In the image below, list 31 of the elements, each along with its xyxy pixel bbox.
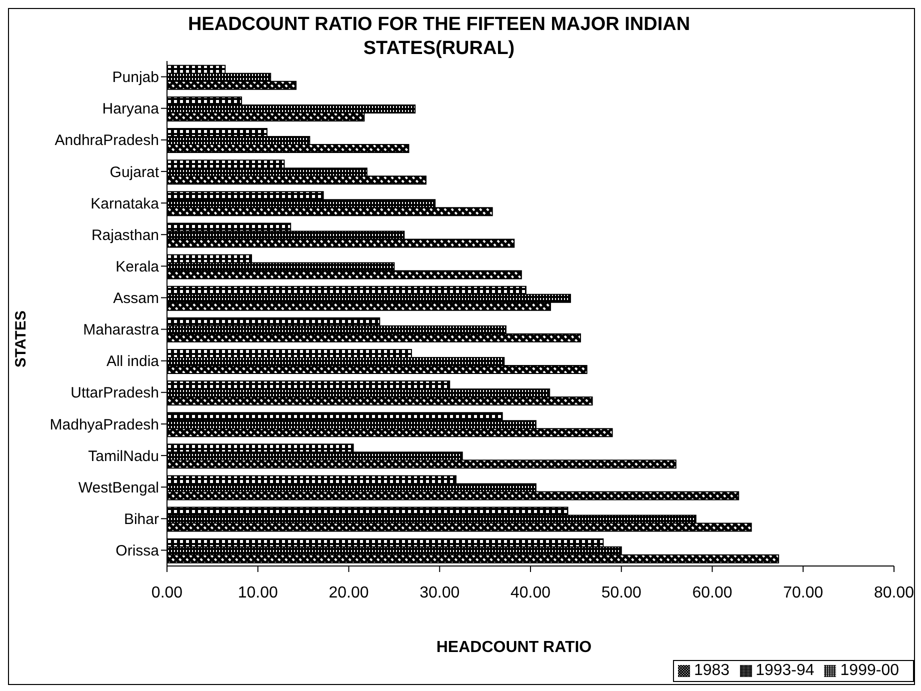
y-tick-label: Bihar	[124, 510, 159, 528]
y-tick-label: TamilNadu	[88, 448, 159, 465]
y-tick-label: Karnataka	[90, 195, 160, 212]
x-tick-label: 10.00	[238, 584, 278, 602]
y-tick-label: Haryana	[102, 100, 160, 118]
y-tick-label: Orissa	[116, 542, 160, 560]
x-tick-label: 70.00	[783, 584, 824, 602]
legend-label: 1993-94	[756, 662, 814, 679]
y-tick-label: Assam	[113, 290, 159, 308]
x-tick-label: 80.00	[874, 584, 914, 602]
y-tick-label: Kerala	[116, 258, 160, 276]
x-tick-label: 50.00	[601, 584, 642, 602]
legend-label: 1999-00	[840, 662, 899, 679]
y-tick-label: UttarPradesh	[70, 384, 159, 402]
y-tick-label: Rajasthan	[91, 226, 159, 244]
chart-title: HEADCOUNT RATIO FOR THE FIFTEEN MAJOR INDIAN STATES(RURAL)	[186, 13, 692, 61]
y-tick-label: AndhraPradesh	[54, 132, 159, 150]
x-tick-label: 30.00	[420, 584, 460, 602]
y-tick-label: Punjab	[112, 69, 159, 86]
x-tick-label: 0.00	[151, 584, 183, 602]
y-axis-title: STATES	[12, 310, 30, 368]
y-tick-label: WestBengal	[78, 479, 159, 496]
x-tick-label: 20.00	[328, 584, 369, 602]
x-axis-title: HEADCOUNT RATIO	[435, 639, 593, 657]
y-tick-label: All india	[106, 353, 160, 370]
y-tick-label: Maharastra	[83, 322, 160, 339]
y-tick-label: MadhyaPradesh	[50, 416, 159, 434]
legend-label: 1983	[694, 662, 730, 679]
x-tick-label: 40.00	[510, 584, 551, 602]
x-tick-label: 60.00	[692, 584, 732, 602]
y-tick-label: Gujarat	[110, 164, 160, 181]
